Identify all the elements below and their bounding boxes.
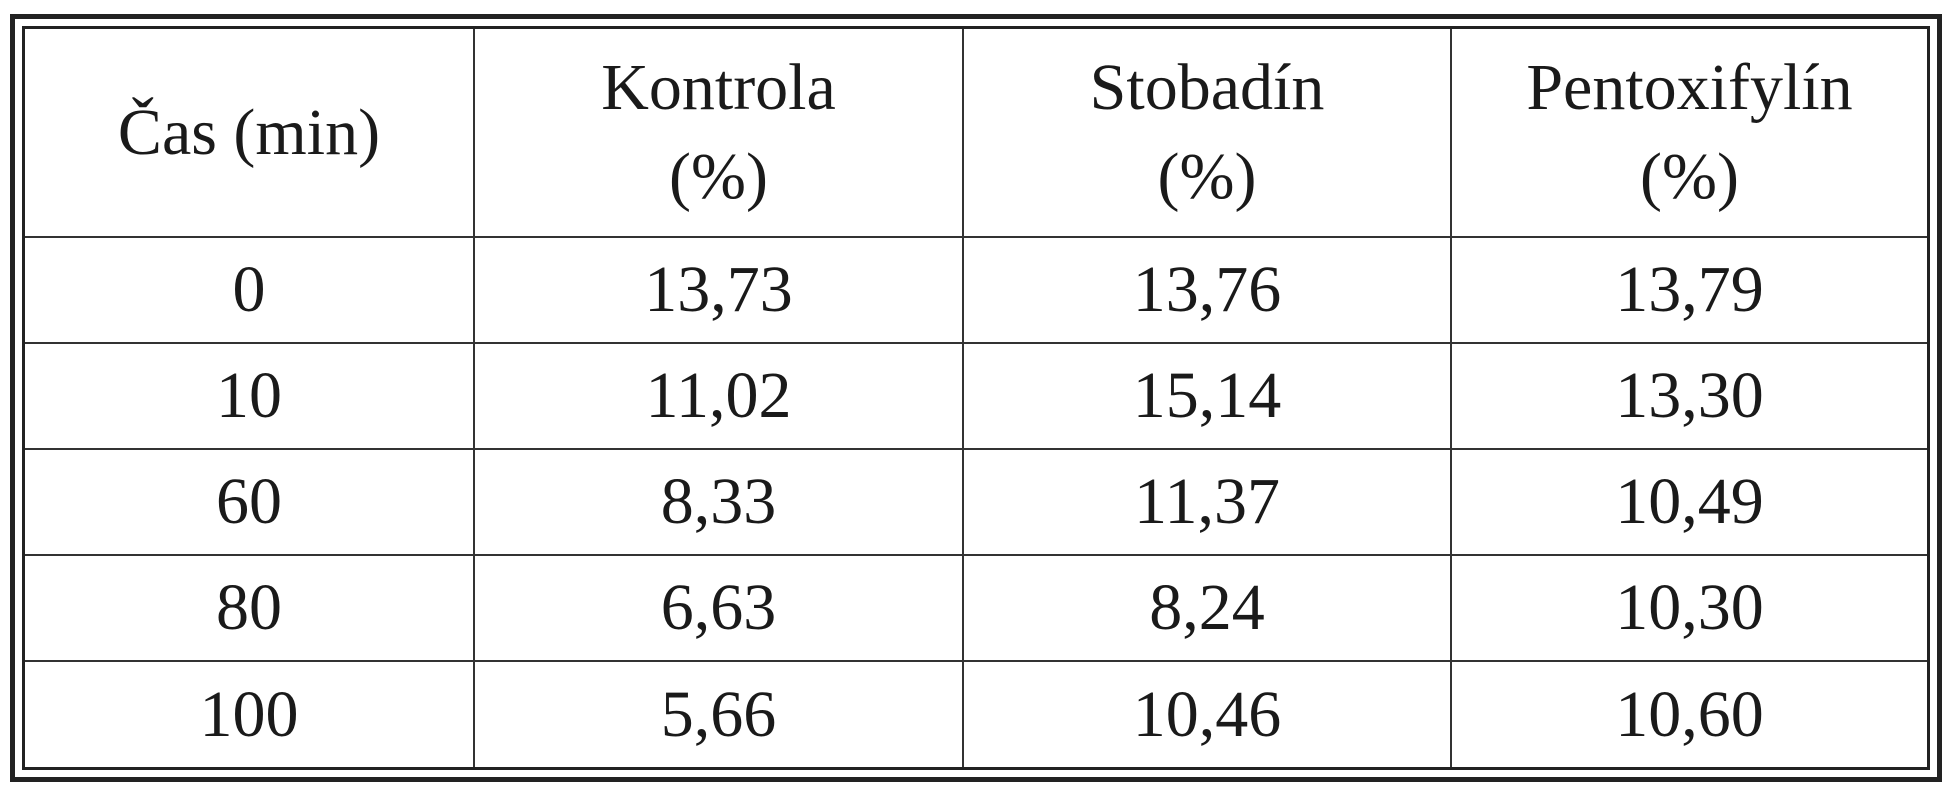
header-label: Pentoxifylín <box>1526 51 1853 125</box>
table-cell-pentoxifylline: 10,49 <box>1450 447 1927 556</box>
header-cell-stobadin: Stobadín (%) <box>962 29 1452 238</box>
table-cell-control: 11,02 <box>473 341 964 450</box>
header-unit: (%) <box>1157 140 1257 214</box>
table-cell-control: 13,73 <box>473 235 964 344</box>
table-inner-border <box>22 26 1930 770</box>
table-row: 80 6,63 8,24 10,30 <box>25 553 1927 662</box>
header-label: Kontrola <box>601 51 836 125</box>
table-cell-time: 80 <box>25 553 475 662</box>
header-cell-control: Kontrola (%) <box>473 29 964 238</box>
table-cell-pentoxifylline: 13,79 <box>1450 235 1927 344</box>
table-cell-time: 100 <box>25 659 475 767</box>
table-cell-pentoxifylline: 10,60 <box>1450 659 1927 767</box>
table-row: 0 13,73 13,76 13,79 <box>25 235 1927 344</box>
table-cell-control: 5,66 <box>473 659 964 767</box>
table-cell-time: 60 <box>25 447 475 556</box>
table-cell-time: 10 <box>25 341 475 450</box>
table-cell-stobadin: 11,37 <box>962 447 1452 556</box>
table-row: 10 11,02 15,14 13,30 <box>25 341 1927 450</box>
table-cell-stobadin: 10,46 <box>962 659 1452 767</box>
header-cell-pentoxifylline: Pentoxifylín (%) <box>1450 29 1927 238</box>
table-cell-pentoxifylline: 13,30 <box>1450 341 1927 450</box>
table-cell-control: 6,63 <box>473 553 964 662</box>
data-table: Čas (min) Kontrola (%) Stobadín (%) Pent… <box>25 29 1927 767</box>
table-cell-control: 8,33 <box>473 447 964 556</box>
table-row: 60 8,33 11,37 10,49 <box>25 447 1927 556</box>
header-label: Čas (min) <box>117 95 381 169</box>
table-cell-time: 0 <box>25 235 475 344</box>
table-cell-stobadin: 8,24 <box>962 553 1452 662</box>
table-outer-border <box>10 14 1942 782</box>
table-cell-stobadin: 13,76 <box>962 235 1452 344</box>
header-label: Stobadín <box>1089 51 1325 125</box>
header-cell-time: Čas (min) <box>25 29 475 238</box>
table-cell-pentoxifylline: 10,30 <box>1450 553 1927 662</box>
header-unit: (%) <box>669 140 768 214</box>
table-cell-stobadin: 15,14 <box>962 341 1452 450</box>
table-header-row: Čas (min) Kontrola (%) Stobadín (%) Pent… <box>25 29 1927 238</box>
table-row: 100 5,66 10,46 10,60 <box>25 659 1927 767</box>
header-unit: (%) <box>1640 140 1739 214</box>
